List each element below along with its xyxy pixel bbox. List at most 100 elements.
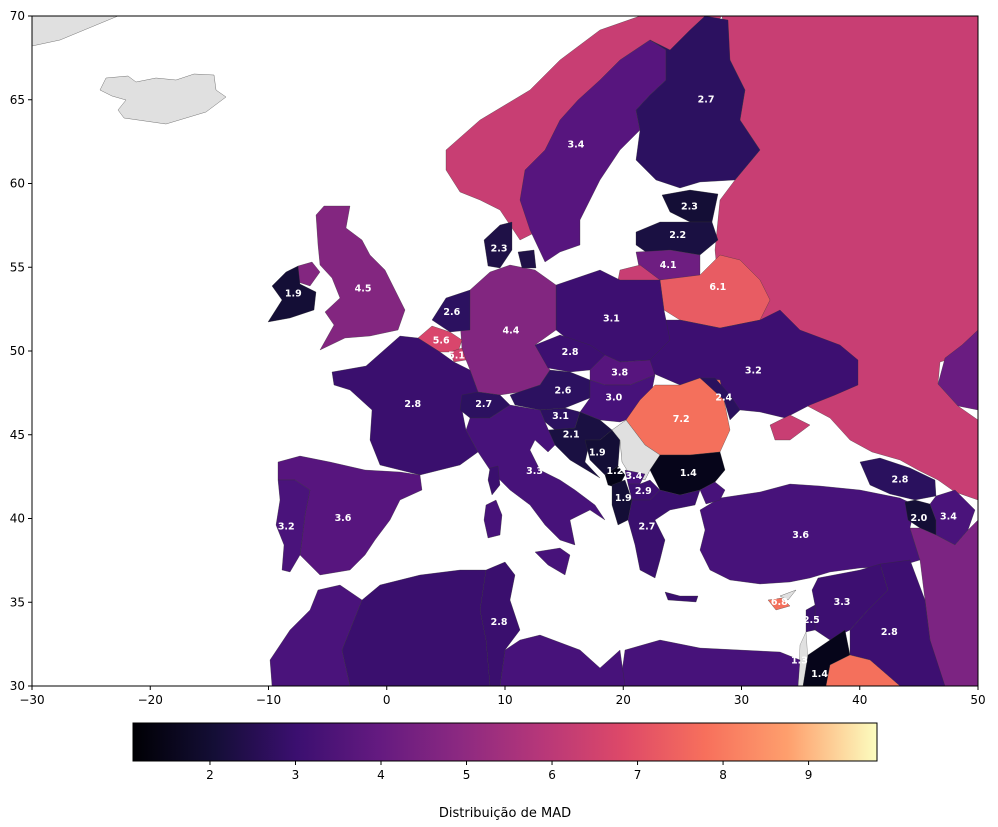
region-label: 1.9: [285, 289, 302, 300]
y-tick-label: 55: [10, 260, 25, 274]
y-tick-label: 45: [10, 428, 25, 442]
region-denmark: [483, 221, 513, 269]
region-bosnia: [584, 429, 621, 476]
x-tick-label: −10: [256, 693, 281, 707]
region-greece-crete: [664, 591, 699, 603]
region-label: 3.1: [603, 314, 620, 325]
region-label: 7.2: [673, 414, 690, 425]
colorbar-tick-label: 3: [292, 768, 300, 782]
region-moldova: [699, 377, 741, 421]
region-france-corsica: [487, 465, 501, 496]
x-tick-label: 20: [616, 693, 631, 707]
colorbar-gradient: [132, 722, 878, 762]
region-label: 1.4: [811, 669, 828, 680]
region-label: 3.6: [335, 513, 352, 524]
region-label: 4.5: [355, 284, 372, 295]
region-latvia: [635, 221, 719, 256]
region-label: 2.7: [638, 521, 655, 532]
region-label: 3.3: [526, 466, 543, 477]
region-label: 1.3: [791, 655, 808, 666]
region-cyprus: [767, 597, 791, 611]
region-label: 2.3: [491, 243, 508, 254]
region-labels: 3.4 2.7 2.3 2.2 4.1 6.1 3.2 3.1 4.4 2.3 2.6 5.6 5.1 4…: [278, 94, 957, 680]
y-tick-label: 30: [10, 679, 25, 693]
y-tick-label: 70: [10, 9, 25, 23]
x-tick-label: 50: [970, 693, 985, 707]
region-label: 5.1: [448, 351, 465, 362]
region-label: 2.4: [715, 392, 732, 403]
region-label: 2.7: [698, 94, 715, 105]
region-netherlands: [431, 289, 471, 333]
colorbar: 2 3 4 5 6 7 8 9 Distribuição de MAD: [132, 722, 878, 821]
region-label: 6.8: [771, 597, 788, 608]
region-iceland: [99, 73, 227, 125]
region-greece: [627, 489, 701, 579]
region-label: 2.6: [555, 386, 572, 397]
region-label: 2.9: [635, 486, 652, 497]
region-label: 1.9: [615, 493, 632, 504]
region-serbia: [611, 419, 661, 481]
region-egypt: [619, 639, 801, 686]
region-label: 2.5: [803, 615, 820, 626]
colorbar-tick-label: 2: [206, 768, 214, 782]
region-label: 4.1: [660, 260, 677, 271]
colorbar-title: Distribuição de MAD: [439, 806, 571, 821]
region-label: 2.1: [563, 429, 580, 440]
region-label: 1.2: [607, 466, 624, 477]
region-libya: [499, 634, 626, 686]
region-greenland: [32, 16, 119, 47]
x-tick-label: 10: [497, 693, 512, 707]
x-tick-label: 30: [734, 693, 749, 707]
region-label: 3.4: [625, 471, 642, 482]
region-morocco: [269, 584, 363, 686]
region-label: 3.2: [278, 521, 295, 532]
region-label: 3.3: [834, 597, 851, 608]
colorbar-tick-label: 5: [463, 768, 471, 782]
region-label: 1.4: [680, 468, 697, 479]
region-label: 2.0: [910, 513, 927, 524]
region-label: 4.4: [502, 325, 519, 336]
colorbar-tick-label: 9: [805, 768, 813, 782]
x-tick-label: −30: [19, 693, 44, 707]
region-label: 3.0: [605, 392, 622, 403]
region-label: 3.1: [552, 411, 569, 422]
y-tick-label: 60: [10, 177, 25, 191]
region-iran: [909, 519, 978, 686]
region-turkey-thrace: [699, 481, 726, 505]
region-label: 2.8: [491, 617, 508, 628]
region-label: 3.4: [940, 511, 957, 522]
x-tick-label: −20: [138, 693, 163, 707]
region-lebanon: [805, 604, 816, 633]
region-label: 2.8: [892, 474, 909, 485]
region-label: 2.8: [562, 347, 579, 358]
x-axis: −30 −20 −10 0 10 20 30 40 50: [19, 686, 986, 707]
region-italy-sardinia: [483, 499, 503, 539]
region-label: 3.6: [792, 530, 809, 541]
y-axis: 30 35 40 45 50 55 60 65 70: [10, 9, 32, 693]
region-label: 2.8: [404, 399, 421, 410]
region-label: 3.2: [745, 366, 762, 377]
region-ireland: [267, 265, 317, 323]
region-crimea: [769, 414, 811, 441]
region-saudi-arabia: [825, 654, 901, 686]
region-portugal: [275, 479, 311, 573]
x-tick-label: 0: [383, 693, 391, 707]
x-tick-label: 40: [852, 693, 867, 707]
y-tick-label: 40: [10, 512, 25, 526]
region-kazakhstan: [937, 329, 978, 411]
colorbar-tick-label: 4: [377, 768, 385, 782]
region-label: 2.2: [669, 230, 686, 241]
region-label: 2.3: [681, 201, 698, 212]
colorbar-tick-label: 8: [719, 768, 727, 782]
y-tick-label: 65: [10, 93, 25, 107]
colorbar-tick-label: 7: [634, 768, 642, 782]
y-tick-label: 35: [10, 595, 25, 609]
region-italy-sicily: [534, 547, 571, 576]
region-label: 6.1: [709, 282, 726, 293]
region-finland: [635, 16, 761, 189]
region-belarus: [659, 254, 771, 329]
region-label: 2.6: [443, 307, 460, 318]
region-luxembourg: [449, 347, 467, 363]
colorbar-tick-label: 6: [548, 768, 556, 782]
